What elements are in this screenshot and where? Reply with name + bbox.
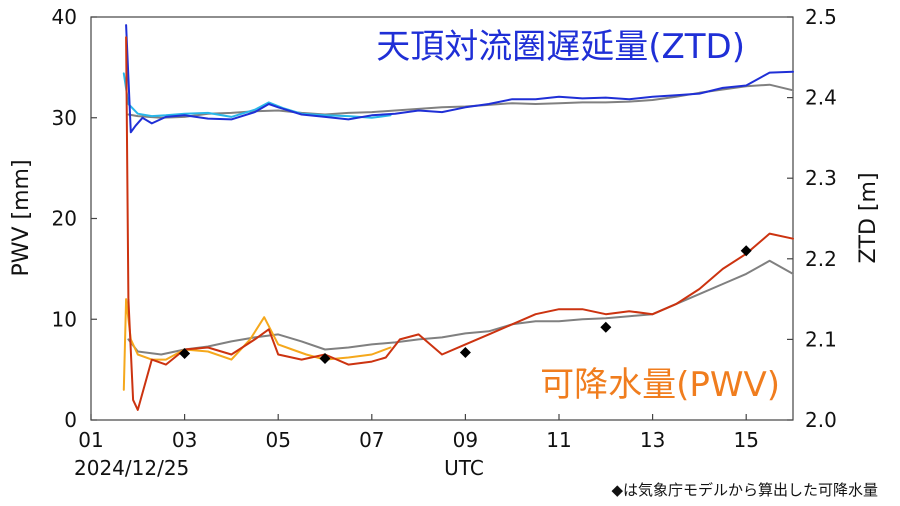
- y-left-tick-label: 30: [52, 106, 77, 130]
- y-right-tick-label: 2.0: [805, 408, 837, 432]
- pwv-annotation: 可降水量(PWV): [540, 365, 780, 405]
- jma-model-point: [319, 353, 331, 365]
- x-tick-label: 13: [640, 428, 665, 452]
- series-line-ztd-secondary: [122, 72, 392, 119]
- x-tick-label: 05: [265, 428, 290, 452]
- y-right-tick-label: 2.5: [805, 5, 837, 29]
- series-line-ztd-primary: [125, 24, 794, 134]
- jma-model-point: [179, 348, 191, 360]
- series-line-ztd-reference: [127, 83, 794, 119]
- x-tick-label: 03: [172, 428, 197, 452]
- y-left-tick-label: 40: [52, 5, 77, 29]
- marker-footnote: ◆は気象庁モデルから算出した可降水量: [611, 481, 878, 499]
- x-tick-label: 07: [359, 428, 384, 452]
- jma-model-point: [740, 245, 752, 257]
- x-tick-label: 01: [78, 428, 103, 452]
- series-layer: [122, 24, 794, 411]
- y-right-tick-label: 2.4: [805, 86, 837, 110]
- y-left-tick-label: 0: [64, 408, 77, 432]
- x-tick-label: 15: [733, 428, 758, 452]
- y-right-tick-label: 2.3: [805, 166, 837, 190]
- tick-layer: 01 03 05 07 09 11 13 15 0 10 20 30 40 2.0 2.1 2.2 2.3 2.4…: [52, 5, 837, 452]
- y-axis-right-title: ZTD [m]: [856, 172, 881, 263]
- y-right-tick-label: 2.1: [805, 327, 837, 351]
- jma-model-point: [600, 321, 612, 333]
- y-right-tick-label: 2.2: [805, 247, 837, 271]
- x-tick-label: 09: [453, 428, 478, 452]
- x-tick-label: 11: [546, 428, 571, 452]
- y-left-tick-label: 10: [52, 307, 77, 331]
- x-axis-title: UTC: [444, 456, 484, 480]
- y-axis-left-title: PWV [mm]: [9, 159, 34, 276]
- x-axis-date-label: 2024/12/25: [74, 456, 189, 480]
- series-line-pwv-primary: [125, 36, 794, 411]
- jma-marker-layer: [179, 245, 752, 365]
- ztd-annotation: 天頂対流圏遅延量(ZTD): [376, 27, 745, 67]
- y-left-tick-label: 20: [52, 207, 77, 231]
- jma-model-point: [459, 346, 471, 358]
